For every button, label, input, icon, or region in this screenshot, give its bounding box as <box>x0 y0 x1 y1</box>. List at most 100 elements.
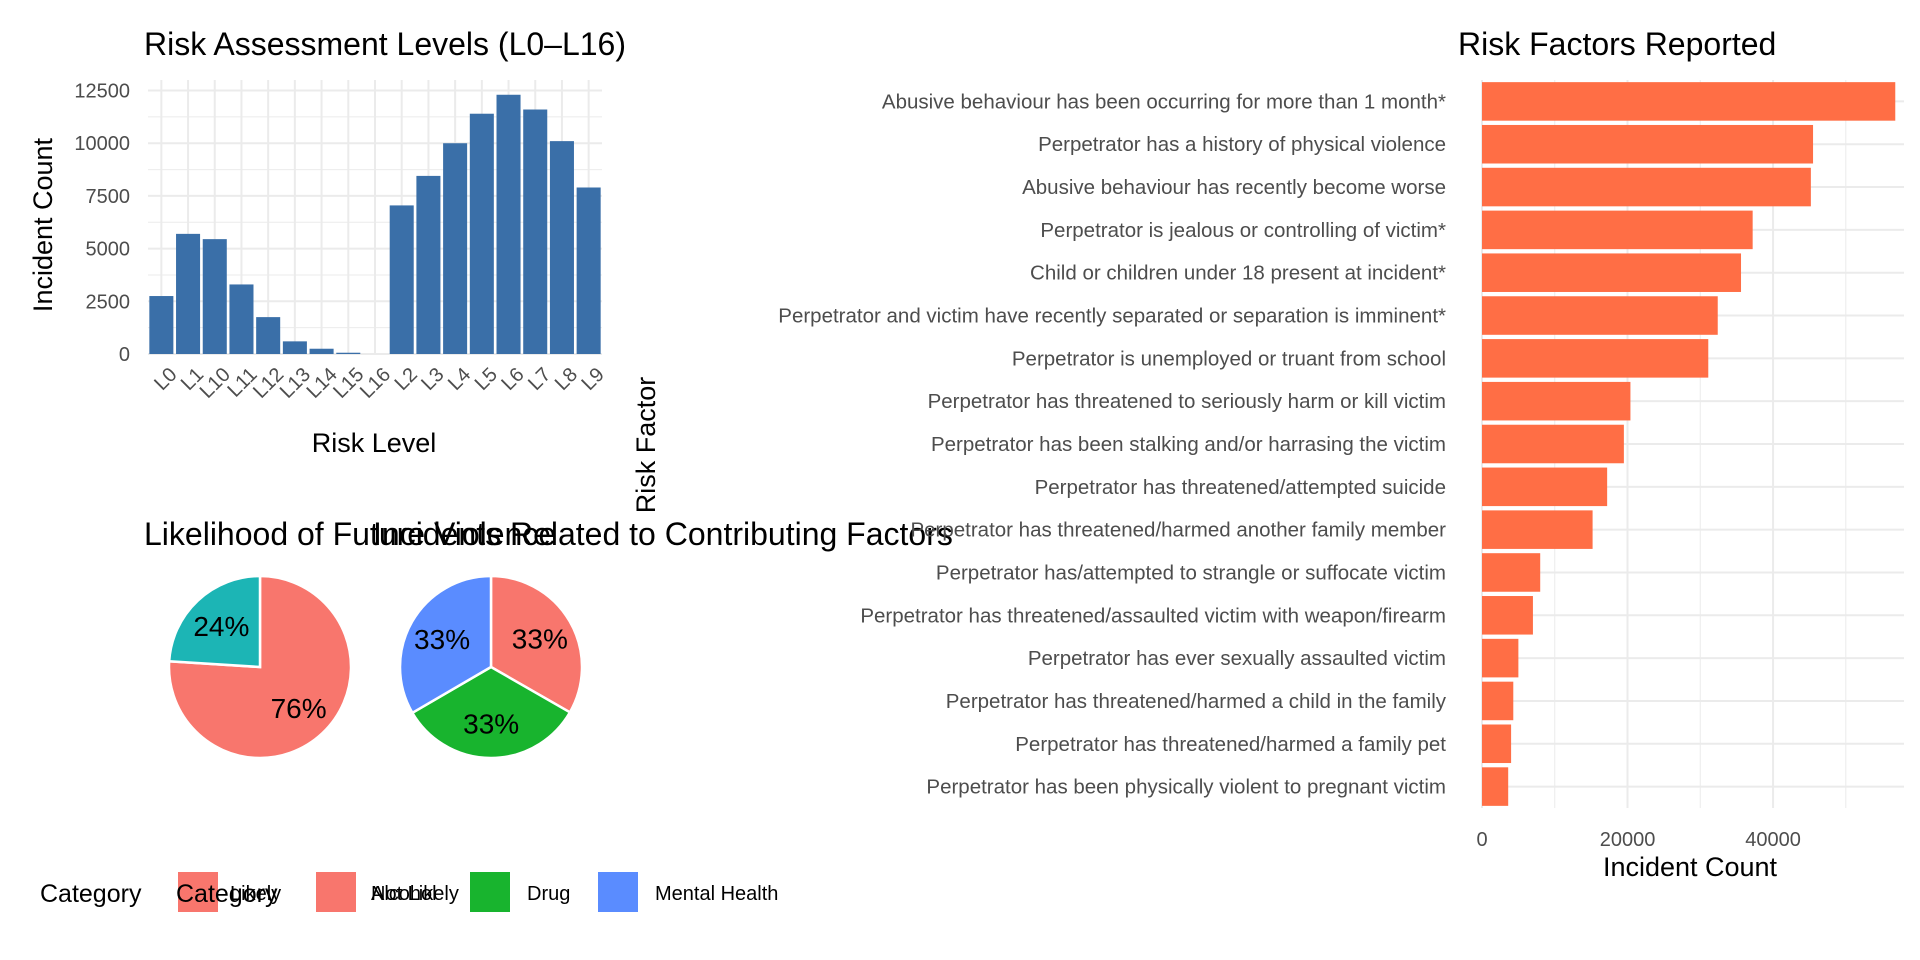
legend-label-not-likely: Not Likely <box>371 883 459 905</box>
pie-label-alcohol: 33% <box>512 624 568 655</box>
bar-l13 <box>282 341 307 354</box>
risk-factors-bar-chart: Risk Factors Reported Abusive behaviour … <box>631 26 1904 882</box>
category-label: Abusive behaviour has recently become wo… <box>1022 176 1446 199</box>
bar-l15 <box>336 352 361 354</box>
risk-levels-x-axis-title: Risk Level <box>312 428 437 458</box>
contributing-factors-pie-title: Incidents Related to Contributing Factor… <box>373 516 953 552</box>
category-label: Perpetrator has been stalking and/or har… <box>931 433 1446 456</box>
bar-perpetrator-has-threatened-assaulted-vic <box>1482 596 1533 635</box>
x-tick-label: L9 <box>578 364 609 395</box>
bar-l3 <box>416 175 441 354</box>
likelihood-legend-title: Category <box>40 880 142 908</box>
bar-perpetrator-is-unemployed-or-truant-from <box>1482 339 1709 378</box>
pie-label-drug: 33% <box>463 708 519 739</box>
bar-l0 <box>149 296 174 354</box>
bar-l4 <box>443 143 468 354</box>
pie-label-not-likely: 24% <box>193 611 249 642</box>
bar-l7 <box>523 109 548 354</box>
category-label: Perpetrator has threatened/harmed a fami… <box>1015 733 1446 756</box>
category-label: Perpetrator has a history of physical vi… <box>1038 133 1446 156</box>
risk-factors-chart-title: Risk Factors Reported <box>1458 26 1776 62</box>
bar-l6 <box>496 94 521 354</box>
category-label: Perpetrator has threatened to seriously … <box>928 390 1446 413</box>
y-tick-label: 10000 <box>74 133 130 155</box>
risk-levels-y-ticks: 0 2500 5000 7500 10000 12500 <box>74 81 130 366</box>
likelihood-pie-title: Likelihood of Future Violence <box>144 516 556 552</box>
y-tick-label: 7500 <box>86 186 131 208</box>
pie-slice-drug <box>410 665 572 760</box>
risk-levels-x-ticks: L0L1L10L11L12L13L14L15L16L2L3L4L5L6L7L8L… <box>150 364 609 403</box>
x-tick-label: 20000 <box>1600 829 1656 851</box>
legend-label-drug: Drug <box>527 883 570 905</box>
likelihood-pie-labels: 76% 24% <box>193 611 326 724</box>
bar-perpetrator-has-threatened-harmed-a-fami <box>1482 724 1512 764</box>
contributing-factors-pie-chart: Incidents Related to Contributing Factor… <box>373 516 953 760</box>
legend-swatch-mental-health <box>598 872 638 912</box>
bar-abusive-behaviour-has-been-occurring-for <box>1482 82 1896 121</box>
contributing-factors-legend: Category Alcohol Drug Mental Health <box>176 872 778 912</box>
bar-l2 <box>389 205 414 354</box>
pie-slice-alcohol <box>489 574 584 715</box>
contributing-factors-pie-slices <box>398 574 584 760</box>
bar-perpetrator-has-threatened-to-seriously- <box>1482 381 1631 421</box>
y-tick-label: 2500 <box>86 291 131 313</box>
risk-levels-chart-title: Risk Assessment Levels (L0–L16) <box>144 26 626 62</box>
risk-levels-bars <box>149 94 601 354</box>
legend-swatch-likely <box>178 872 218 912</box>
legend-label-mental-health: Mental Health <box>655 883 778 905</box>
pie-slice-mental-health <box>398 574 493 715</box>
risk-factors-y-axis-title: Risk Factor <box>631 377 661 514</box>
bar-perpetrator-has-threatened-harmed-anothe <box>1482 510 1593 549</box>
y-tick-label: 5000 <box>86 239 131 261</box>
pie-label-likely: 76% <box>271 693 327 724</box>
x-tick-label: L16 <box>356 364 395 403</box>
x-tick-label: 0 <box>1476 829 1487 851</box>
bar-perpetrator-has-been-physically-violent- <box>1482 767 1509 806</box>
bar-l14 <box>309 348 334 354</box>
bar-l8 <box>549 141 574 354</box>
risk-factors-x-ticks: 0 20000 40000 <box>1476 829 1800 851</box>
bar-perpetrator-has-threatened-harmed-a-chil <box>1482 681 1514 721</box>
category-label: Perpetrator is jealous or controlling of… <box>1040 219 1446 242</box>
risk-factors-x-axis-title: Incident Count <box>1603 852 1778 882</box>
risk-levels-y-axis-title: Incident Count <box>28 137 58 312</box>
category-label: Abusive behaviour has been occurring for… <box>882 90 1446 113</box>
category-label: Perpetrator has threatened/harmed a chil… <box>946 690 1447 713</box>
pie-slice-not-likely <box>167 574 262 669</box>
bar-perpetrator-has-threatened-attempted-sui <box>1482 467 1608 507</box>
y-tick-label: 12500 <box>74 81 130 103</box>
pie-label-mental-health: 33% <box>414 624 470 655</box>
category-label: Child or children under 18 present at in… <box>1030 262 1446 285</box>
category-label: Perpetrator has threatened/attempted sui… <box>1035 476 1446 499</box>
x-tick-label: 40000 <box>1745 829 1801 851</box>
category-label: Perpetrator has been physically violent … <box>926 776 1446 799</box>
category-label: Perpetrator has threatened/harmed anothe… <box>910 519 1446 542</box>
bar-l1 <box>176 233 201 354</box>
bar-l9 <box>576 187 601 354</box>
bar-l12 <box>256 317 281 354</box>
legend-label-likely: Likely <box>230 883 281 905</box>
bar-perpetrator-is-jealous-or-controlling-of <box>1482 210 1753 250</box>
risk-factors-category-labels: Abusive behaviour has been occurring for… <box>778 90 1446 798</box>
legend-swatch-alcohol <box>316 872 356 912</box>
contributing-factors-pie-labels: 33% 33% 33% <box>414 624 568 740</box>
bar-perpetrator-has-ever-sexually-assaulted- <box>1482 638 1519 678</box>
contributing-factors-legend-title: Category <box>176 880 278 908</box>
category-label: Perpetrator has ever sexually assaulted … <box>1028 647 1446 670</box>
bar-perpetrator-has-attempted-to-strangle-or <box>1482 553 1541 592</box>
bar-l5 <box>469 113 494 354</box>
y-tick-label: 0 <box>119 344 130 366</box>
bar-child-or-children-under-18-present-at-in <box>1482 253 1742 292</box>
bar-abusive-behaviour-has-recently-become-wo <box>1482 167 1811 207</box>
category-label: Perpetrator and victim have recently sep… <box>778 305 1446 328</box>
bar-l10 <box>202 239 227 354</box>
bar-l11 <box>229 284 254 354</box>
likelihood-pie-chart: Likelihood of Future Violence 76% 24% <box>144 516 556 760</box>
category-label: Perpetrator is unemployed or truant from… <box>1012 347 1446 370</box>
bar-perpetrator-has-been-stalking-and-or-har <box>1482 424 1624 464</box>
bar-perpetrator-has-a-history-of-physical-vi <box>1482 124 1814 164</box>
legend-swatch-drug <box>470 872 510 912</box>
risk-levels-bar-chart: Risk Assessment Levels (L0–L16) 0 2500 500… <box>28 26 626 458</box>
category-label: Perpetrator has threatened/assaulted vic… <box>860 604 1446 627</box>
